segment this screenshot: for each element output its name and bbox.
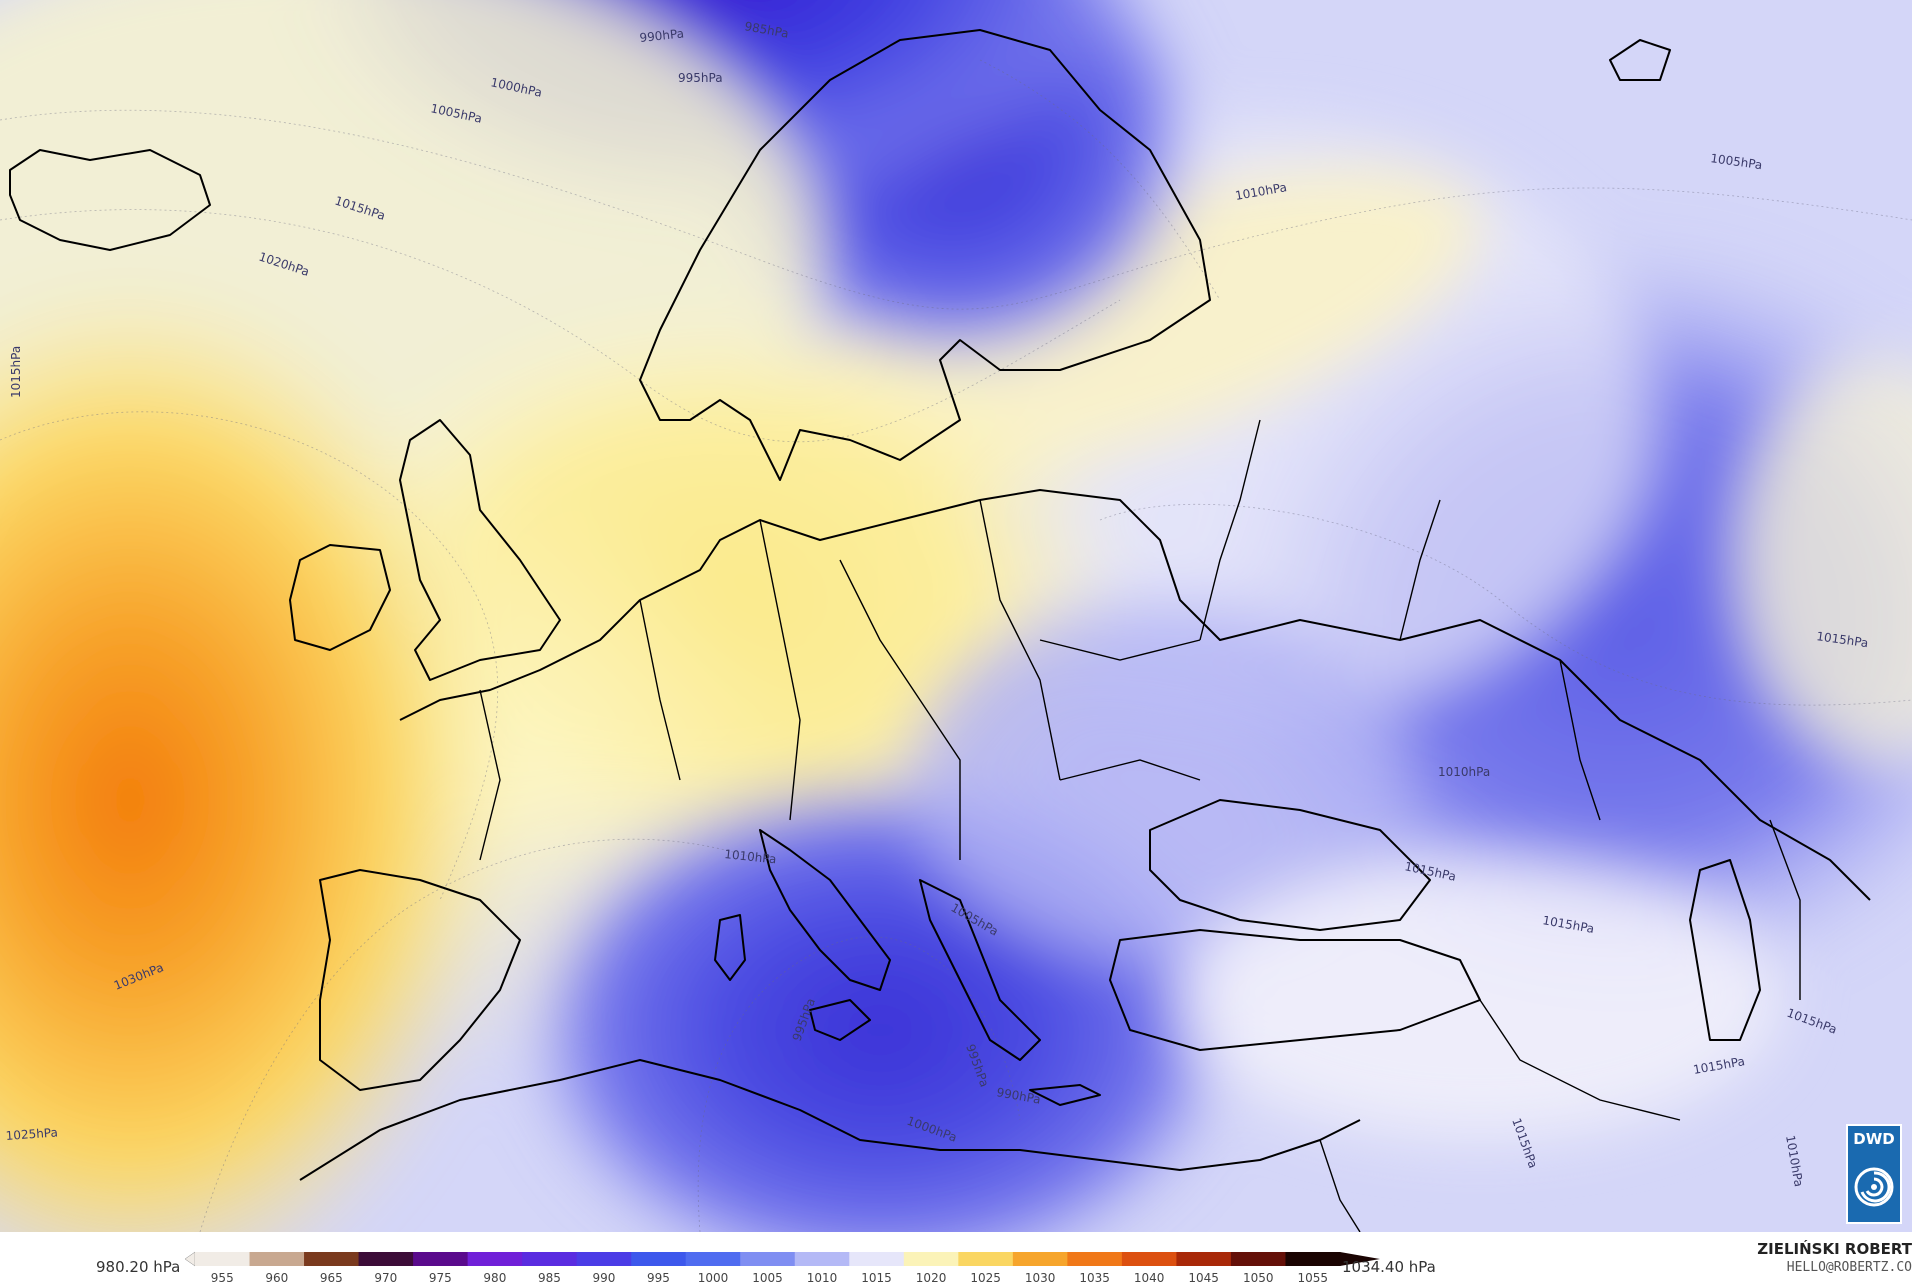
- colorbar-tick-label: 1025: [970, 1271, 1001, 1285]
- colorbar-cap-min: [184, 1251, 196, 1267]
- colorbar-tick-label: 995: [647, 1271, 670, 1285]
- colorbar-tick-label: 990: [592, 1271, 615, 1285]
- colorbar-segment: [358, 1252, 414, 1266]
- colorbar-segment: [1121, 1252, 1177, 1266]
- colorbar-tick-label: 975: [429, 1271, 452, 1285]
- colorbar-segment: [304, 1252, 360, 1266]
- colorbar-tick-label: 1005: [752, 1271, 783, 1285]
- colorbar-segment: [249, 1252, 305, 1266]
- colorbar-tick-label: 1015: [861, 1271, 892, 1285]
- colorbar-tick-label: 985: [538, 1271, 561, 1285]
- colorbar-segment: [1176, 1252, 1232, 1266]
- colorbar-tick-label: 1000: [698, 1271, 729, 1285]
- colorbar-segments: [184, 1251, 1380, 1267]
- colorbar-tick-label: 1010: [807, 1271, 838, 1285]
- isobar-contours: [0, 59, 1912, 1232]
- colorbar-segment: [1230, 1252, 1286, 1266]
- dwd-swirl-icon: [1854, 1167, 1894, 1207]
- colorbar-tick-label: 955: [211, 1271, 234, 1285]
- colorbar-tick-label: 1045: [1188, 1271, 1219, 1285]
- colorbar-tick-label: 1040: [1134, 1271, 1165, 1285]
- coastlines: [9, 29, 1871, 1181]
- max-pressure-label: 1034.40 hPa: [1342, 1258, 1436, 1276]
- colorbar-segment: [685, 1252, 741, 1266]
- colorbar-segment: [413, 1252, 469, 1266]
- colorbar-segment: [522, 1252, 578, 1266]
- colorbar-tick-label: 1020: [916, 1271, 947, 1285]
- colorbar-segment: [903, 1252, 959, 1266]
- colorbar-segment: [195, 1252, 251, 1266]
- colorbar-segment: [1067, 1252, 1123, 1266]
- isobar-label-1015-west-edge: 1015hPa: [9, 346, 23, 398]
- colorbar-segment: [576, 1252, 632, 1266]
- pressure-colorbar: 955 960 965 970 975 980 985 990 995 1000 1005 1010 1…: [184, 1251, 1380, 1285]
- pressure-field-shading: [0, 0, 1912, 1232]
- colorbar-tick-label: 1030: [1025, 1271, 1056, 1285]
- colorbar-segment: [467, 1252, 523, 1266]
- colorbar-tick-label: 960: [265, 1271, 288, 1285]
- colorbar-segment: [1012, 1252, 1068, 1266]
- colorbar-segment: [1285, 1252, 1341, 1266]
- dwd-logo-text: DWD: [1853, 1130, 1895, 1148]
- colorbar-cap-max: [1340, 1252, 1380, 1266]
- colorbar-segment: [849, 1252, 905, 1266]
- colorbar-tick-label: 980: [483, 1271, 506, 1285]
- isobar-label-1025-southwest: 1025hPa: [5, 1125, 58, 1143]
- colorbar-segment: [958, 1252, 1014, 1266]
- isobar-label-1010-ligurian: 1010hPa: [724, 847, 777, 866]
- colorbar-segment: [740, 1252, 796, 1266]
- pressure-map: 985hPa 990hPa 995hPa 1000hPa 1005hPa 101…: [0, 0, 1912, 1232]
- colorbar-segment: [631, 1252, 687, 1266]
- author-credit: ZIELIŃSKI ROBERT: [1757, 1240, 1912, 1258]
- colorbar-segment: [794, 1252, 850, 1266]
- country-borders: [479, 419, 1801, 1232]
- min-pressure-label: 980.20 hPa: [96, 1258, 181, 1276]
- isobar-label-995-north: 995hPa: [678, 71, 723, 85]
- colorbar-tick-label: 1050: [1243, 1271, 1274, 1285]
- legend-footer: 980.20 hPa 955 960 965 970 975 980 985 990 995 10…: [0, 1232, 1912, 1287]
- pressure-map-canvas: 985hPa 990hPa 995hPa 1000hPa 1005hPa 101…: [0, 0, 1912, 1232]
- colorbar-tick-label: 1055: [1297, 1271, 1328, 1285]
- colorbar-tick-label: 965: [320, 1271, 343, 1285]
- colorbar-tick-label: 970: [374, 1271, 397, 1285]
- colorbar-ticks: 955 960 965 970 975 980 985 990 995 1000 1005 1010 1…: [211, 1271, 1328, 1285]
- dwd-logo: DWD: [1846, 1124, 1902, 1224]
- contact-email: HELLO@ROBERTZ.CO: [1786, 1260, 1912, 1275]
- colorbar-tick-label: 1035: [1079, 1271, 1110, 1285]
- isobar-label-990-north: 990hPa: [639, 26, 685, 45]
- isobar-label-1010-ukraine: 1010hPa: [1438, 765, 1490, 779]
